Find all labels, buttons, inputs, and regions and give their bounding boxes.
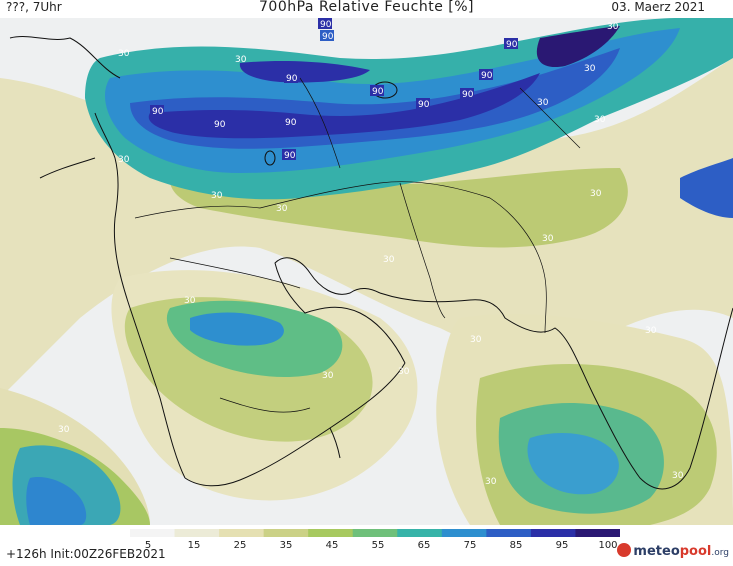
meteopool-logo[interactable]: meteopool.org (617, 543, 729, 563)
colorbar-segment (486, 529, 532, 537)
colorbar-tick-label: 85 (509, 540, 523, 551)
contour-label: 30 (607, 22, 619, 32)
contour-labels: 90 90 90 90 90 90 90 90 90 90 90 90 30 3… (58, 18, 684, 487)
colorbar-segment (352, 529, 398, 537)
contour-label: 30 (235, 55, 247, 65)
colorbar-segment (219, 529, 265, 537)
logo-org: .org (711, 548, 729, 558)
contour-label: 90 (214, 120, 226, 130)
valid-date: 03. Maerz 2021 (611, 0, 705, 14)
contour-label: 90 (284, 151, 296, 161)
contour-label: 90 (152, 107, 164, 117)
contour-label: 90 (506, 40, 518, 50)
contour-label: 30 (211, 191, 223, 201)
colorbar-segment (397, 529, 443, 537)
contour-label: 30 (58, 425, 70, 435)
colorbar-tick-label: 35 (279, 540, 293, 551)
colorbar-segment (575, 529, 620, 537)
contour-label: 30 (672, 471, 684, 481)
contour-label: 30 (537, 98, 549, 108)
contour-label: 30 (485, 477, 497, 487)
navy-patch-north (239, 60, 370, 83)
colorbar-tick-label: 25 (233, 540, 247, 551)
blue-patch-east (680, 158, 733, 218)
humidity-map: 90 90 90 90 90 90 90 90 90 90 90 90 30 3… (0, 18, 733, 525)
colorbar-segment (308, 529, 354, 537)
colorbar-tick-label: 55 (371, 540, 385, 551)
coastlines (9, 36, 733, 490)
contour-label: 30 (398, 367, 410, 377)
contour-label: 90 (285, 118, 297, 128)
logo-meteo: meteo (633, 544, 680, 559)
borders (134, 77, 581, 413)
colorbar-segment (441, 529, 487, 537)
blue-patch-africa (26, 477, 87, 525)
contour-label: 90 (320, 20, 332, 30)
contour-label: 90 (418, 100, 430, 110)
colorbar-tick-label: 5 (144, 540, 152, 551)
contour-label: 90 (286, 74, 298, 84)
colorbar-tick-label: 75 (463, 540, 477, 551)
deep-navy-patch (536, 26, 620, 68)
contour-label: 30 (118, 155, 130, 165)
contour-label: 90 (372, 87, 384, 97)
contour-label: 90 (322, 32, 334, 42)
contour-label: 30 (542, 234, 554, 244)
blue-patch-india (527, 433, 619, 495)
contour-label: 30 (322, 371, 334, 381)
colorbar (130, 529, 620, 537)
colorbar-tick-label: 100 (598, 540, 618, 551)
contour-label: 90 (462, 90, 474, 100)
colorbar-tick-label: 95 (555, 540, 569, 551)
colorbar-tick-label: 15 (187, 540, 201, 551)
contour-label: 30 (276, 204, 288, 214)
colorbar-tick-label: 45 (325, 540, 339, 551)
colorbar-tick-label: 65 (417, 540, 431, 551)
contour-label: 30 (590, 189, 602, 199)
colorbar-segment (530, 529, 576, 537)
contour-label: 30 (184, 296, 196, 306)
navy-core-north (148, 73, 540, 139)
run-info: +126h Init:00Z26FEB2021 (6, 547, 166, 561)
contour-label: 30 (470, 335, 482, 345)
map-header: ???, 7Uhr 700hPa Relative Feuchte [%] 03… (0, 0, 733, 18)
contour-label: 90 (481, 71, 493, 81)
blue-patch-arabia (190, 312, 284, 346)
contour-label: 30 (645, 326, 657, 336)
map-footer: 5 15 25 35 45 55 65 75 85 95 100 +126h Init:00Z26F… (0, 525, 733, 566)
contour-label: 30 (584, 64, 596, 74)
contour-label: 30 (594, 115, 606, 125)
contour-label: 30 (118, 49, 130, 59)
map-canvas: 90 90 90 90 90 90 90 90 90 90 90 90 30 3… (0, 18, 733, 525)
logo-dot-icon (617, 543, 632, 557)
colorbar-segment (130, 529, 176, 537)
contour-label: 30 (383, 255, 395, 265)
colorbar-segment (263, 529, 309, 537)
logo-pool: pool (679, 544, 712, 559)
map-title: 700hPa Relative Feuchte [%] (259, 0, 474, 15)
colorbar-segment (174, 529, 220, 537)
valid-day-time: ???, 7Uhr (6, 0, 62, 14)
